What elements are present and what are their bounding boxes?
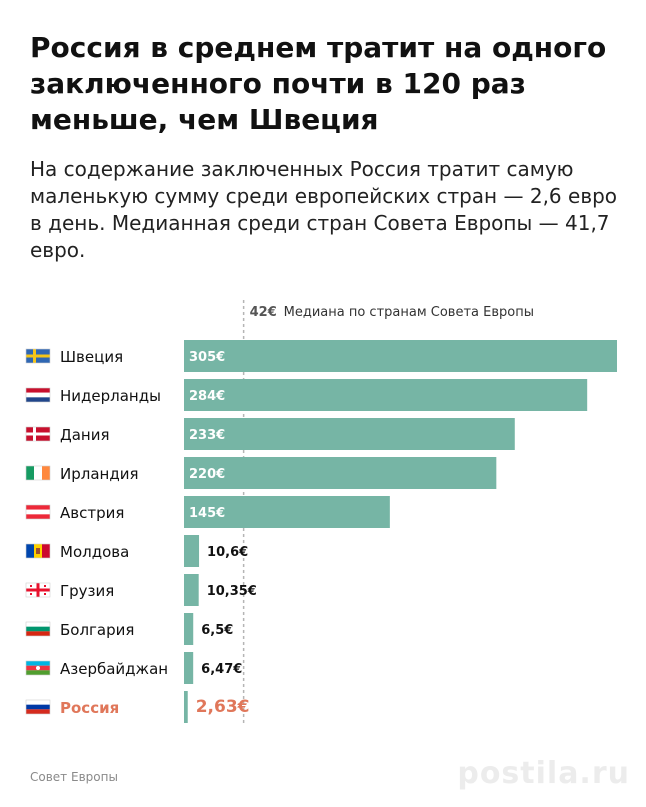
bar-row: Австрия 145€ bbox=[25, 496, 390, 528]
netherlands-flag-icon bbox=[25, 387, 51, 403]
bar bbox=[184, 535, 200, 567]
bar-rows: Швеция 305€ Нидерланды 284€ Дания 233€ Ирланди… bbox=[25, 340, 617, 723]
russia-flag-icon bbox=[25, 699, 51, 715]
category-label: Молдова bbox=[60, 543, 129, 561]
category-label: Дания bbox=[60, 426, 110, 444]
value-label: 305€ bbox=[189, 350, 225, 365]
bar-row: Швеция 305€ bbox=[25, 340, 617, 372]
chart-title: Россия в среднем тратит на одного заключ… bbox=[30, 31, 607, 136]
watermark-logo: postila.ru bbox=[457, 756, 630, 791]
bar bbox=[184, 379, 588, 411]
bulgaria-flag-icon bbox=[25, 621, 51, 637]
value-label: 220€ bbox=[189, 467, 225, 482]
bar-row: Нидерланды 284€ bbox=[25, 379, 588, 411]
georgia-flag-icon bbox=[25, 582, 51, 598]
ireland-flag-icon bbox=[25, 465, 51, 481]
bar-chart: 42€ Медиана по странам Совета Европы Шве… bbox=[25, 300, 617, 726]
bar bbox=[184, 496, 390, 528]
median-text-label: Медиана по странам Совета Европы bbox=[284, 305, 534, 320]
category-label: Ирландия bbox=[60, 465, 138, 483]
bar bbox=[184, 340, 617, 372]
bar bbox=[184, 457, 497, 489]
bar-row: Дания 233€ bbox=[25, 418, 515, 450]
austria-flag-icon bbox=[25, 504, 51, 520]
azerbaijan-flag-icon bbox=[25, 660, 51, 676]
bar bbox=[184, 691, 188, 723]
value-label: 6,47€ bbox=[201, 662, 242, 677]
moldova-flag-icon bbox=[25, 543, 51, 559]
category-label: Швеция bbox=[60, 348, 123, 366]
bar-row: Молдова 10,6€ bbox=[25, 535, 248, 567]
bar-row: Болгария 6,5€ bbox=[25, 613, 233, 645]
bar-row: Азербайджан 6,47€ bbox=[25, 652, 242, 684]
bar bbox=[184, 574, 199, 606]
bar bbox=[184, 418, 515, 450]
category-label: Австрия bbox=[60, 504, 124, 522]
median-value-label: 42€ bbox=[250, 305, 277, 320]
category-label: Грузия bbox=[60, 582, 114, 600]
value-label: 2,63€ bbox=[196, 697, 250, 717]
bar bbox=[184, 613, 194, 645]
bar bbox=[184, 652, 194, 684]
category-label: Нидерланды bbox=[60, 387, 161, 405]
chart-subtitle: На содержание заключенных Россия тратит … bbox=[30, 157, 618, 262]
bar-row: Грузия 10,35€ bbox=[25, 574, 257, 606]
bar-row: Ирландия 220€ bbox=[25, 457, 497, 489]
bar-row: Россия 2,63€ bbox=[25, 691, 250, 723]
value-label: 145€ bbox=[189, 506, 225, 521]
category-label: Азербайджан bbox=[60, 660, 168, 678]
value-label: 10,6€ bbox=[207, 545, 248, 560]
value-label: 233€ bbox=[189, 428, 225, 443]
value-label: 284€ bbox=[189, 389, 225, 404]
value-label: 10,35€ bbox=[207, 584, 257, 599]
source-label: Совет Европы bbox=[30, 770, 118, 784]
sweden-flag-icon bbox=[25, 348, 51, 364]
category-label: Россия bbox=[60, 699, 119, 717]
value-label: 6,5€ bbox=[201, 623, 233, 638]
denmark-flag-icon bbox=[25, 426, 51, 442]
category-label: Болгария bbox=[60, 621, 134, 639]
